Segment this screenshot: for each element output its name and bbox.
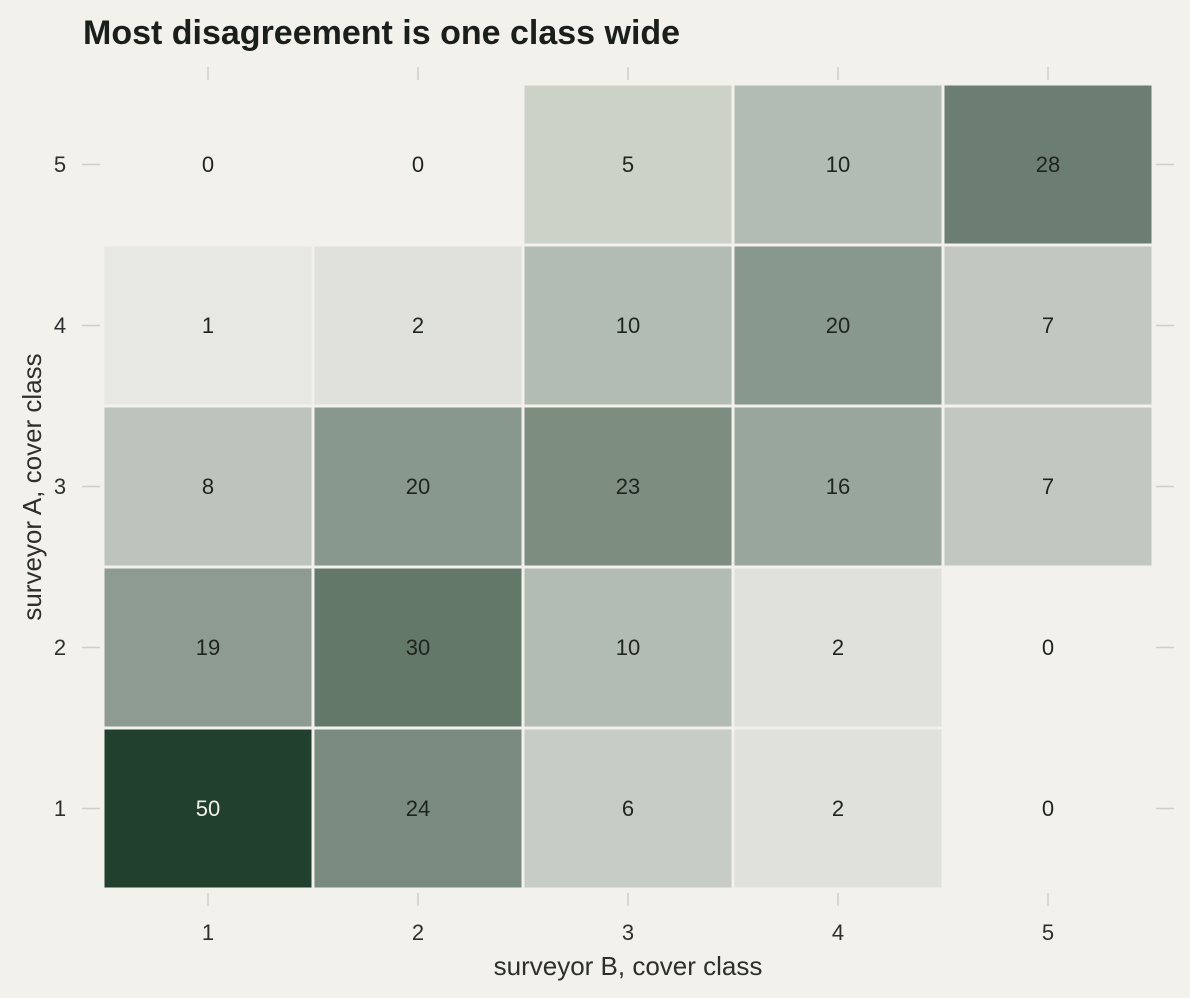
cell-value-label: 50 <box>196 796 220 821</box>
cell-value-label: 0 <box>412 152 424 177</box>
heatmap-cell <box>104 407 312 566</box>
cell-value-label: 23 <box>616 474 640 499</box>
heatmap-cell <box>104 246 312 405</box>
heatmap-cell <box>734 407 942 566</box>
cell-value-label: 5 <box>622 152 634 177</box>
y-tick-label: 2 <box>54 635 66 660</box>
heatmap-cell <box>524 246 732 405</box>
heatmap-cell <box>944 85 1152 244</box>
heatmap-cell <box>314 85 522 244</box>
heatmap-cell <box>314 568 522 727</box>
x-tick-label: 2 <box>412 920 424 945</box>
x-axis-tick-labels: 1 2 3 4 5 <box>202 920 1054 945</box>
y-axis-label: surveyor A, cover class <box>17 353 47 620</box>
cell-value-label: 6 <box>622 796 634 821</box>
cell-value-label: 2 <box>412 313 424 338</box>
heatmap-cell <box>524 729 732 888</box>
heatmap-cell <box>314 407 522 566</box>
cell-value-label: 20 <box>826 313 850 338</box>
cell-value-label: 7 <box>1042 313 1054 338</box>
cell-value-label: 0 <box>202 152 214 177</box>
x-tick-label: 3 <box>622 920 634 945</box>
heatmap-cell <box>104 568 312 727</box>
heatmap-cell <box>104 85 312 244</box>
cell-value-label: 0 <box>1042 796 1054 821</box>
cell-value-label: 24 <box>406 796 430 821</box>
x-tick-label: 5 <box>1042 920 1054 945</box>
heatmap-cell <box>104 729 312 888</box>
cell-value-label: 16 <box>826 474 850 499</box>
heatmap-cell <box>314 729 522 888</box>
heatmap-cell <box>944 407 1152 566</box>
heatmap-cell <box>944 729 1152 888</box>
heatmap-cell <box>944 246 1152 405</box>
cell-value-label: 8 <box>202 474 214 499</box>
y-axis-tick-labels: 1 2 3 4 5 <box>54 152 66 821</box>
heatmap-cell <box>944 568 1152 727</box>
cell-value-label: 1 <box>202 313 214 338</box>
y-tick-label: 3 <box>54 474 66 499</box>
heatmap-cell <box>734 729 942 888</box>
cell-value-label: 7 <box>1042 474 1054 499</box>
y-tick-label: 4 <box>54 313 66 338</box>
x-axis-label: surveyor B, cover class <box>494 951 763 981</box>
heatmap-cell <box>524 568 732 727</box>
cell-value-label: 30 <box>406 635 430 660</box>
x-tick-label: 1 <box>202 920 214 945</box>
cell-value-label: 19 <box>196 635 220 660</box>
heatmap-cell <box>524 85 732 244</box>
cell-value-label: 2 <box>832 796 844 821</box>
x-tick-label: 4 <box>832 920 844 945</box>
heatmap-cell <box>524 407 732 566</box>
y-tick-label: 1 <box>54 796 66 821</box>
cell-value-label: 2 <box>832 635 844 660</box>
heatmap-cell <box>314 246 522 405</box>
y-tick-label: 5 <box>54 152 66 177</box>
cell-value-label: 10 <box>616 313 640 338</box>
heatmap-cell <box>734 85 942 244</box>
cell-value-label: 28 <box>1036 152 1060 177</box>
heatmap-cell <box>734 568 942 727</box>
heatmap-cell-labels: 50 24 6 2 019 30 10 2 08 20 23 16 71 2 10 20 70 0 5 10 28 <box>196 152 1060 821</box>
heatmap-cells <box>104 85 1152 888</box>
cell-value-label: 10 <box>826 152 850 177</box>
axis-ticks <box>82 67 1174 906</box>
chart-title: Most disagreement is one class wide <box>83 14 680 52</box>
cell-value-label: 0 <box>1042 635 1054 660</box>
cell-value-label: 10 <box>616 635 640 660</box>
heatmap-cell <box>734 246 942 405</box>
cell-value-label: 20 <box>406 474 430 499</box>
